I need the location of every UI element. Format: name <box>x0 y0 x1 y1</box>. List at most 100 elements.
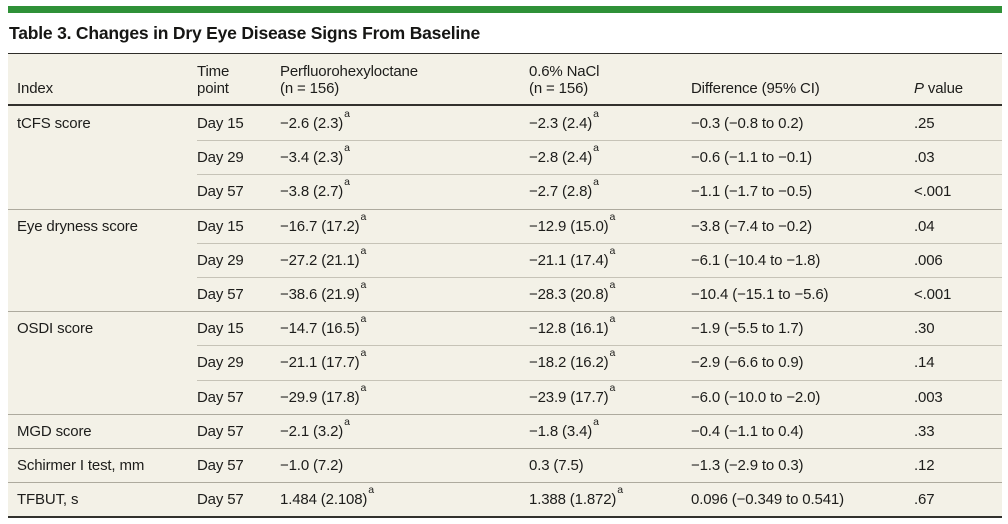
cell-nacl-value: −2.3 (2.4)a <box>529 107 599 132</box>
table-row-schirmer-day57: Schirmer I test, mm Day 57 −1.0 (7.2) 0.… <box>8 447 1002 482</box>
cell-difference: −0.6 (−1.1 to −0.1) <box>691 140 914 174</box>
footnote-marker: a <box>360 347 367 360</box>
cell-pfho-value: −2.1 (3.2)a <box>280 415 350 440</box>
cell-p-value: .03 <box>914 140 1002 174</box>
cell-index <box>8 174 197 208</box>
cell-time-point: Day 29 <box>197 242 280 277</box>
header-difference: Difference (95% CI) <box>691 79 820 97</box>
footnote-marker: a <box>344 176 350 189</box>
footnote-marker: a <box>360 381 367 394</box>
table-row-tcfs-day15: tCFS score Day 15 −2.6 (2.3)a −2.3 (2.4)… <box>8 106 1002 140</box>
cell-p-value: .006 <box>914 242 1002 277</box>
cell-difference: 0.096 (−0.349 to 0.541) <box>691 491 844 509</box>
cell-nacl-value: 0.3 (7.5) <box>529 456 584 474</box>
footnote-marker: a <box>344 142 350 155</box>
cell-time-point: Day 57 <box>197 174 280 208</box>
cell-difference: −0.4 (−1.1 to 0.4) <box>691 422 804 440</box>
footnote-marker: a <box>360 210 367 223</box>
cell-difference: −2.9 (−6.6 to 0.9) <box>691 345 914 379</box>
cell-p-value: .12 <box>914 456 935 474</box>
footnote-marker: a <box>609 244 616 257</box>
footnote-marker: a <box>609 347 616 360</box>
header-index: Index <box>17 79 53 97</box>
cell-pfho-value: −29.9 (17.8)a <box>280 379 529 414</box>
cell-index <box>8 380 197 414</box>
cell-pfho-value: −3.8 (2.7)a <box>280 174 529 208</box>
table-row-tcfs-day29: Day 29 −3.4 (2.3)a −2.8 (2.4)a −0.6 (−1.… <box>8 140 1002 174</box>
table-row-osdi-day15: OSDI score Day 15 −14.7 (16.5)a −12.8 (1… <box>8 311 1002 345</box>
cell-nacl-value: −2.8 (2.4)a <box>529 140 691 174</box>
cell-nacl-value: 1.388 (1.872)a <box>529 484 623 509</box>
footnote-marker: a <box>609 313 616 326</box>
cell-nacl-value: −12.9 (15.0)a <box>529 210 616 235</box>
cell-pfho-value: −14.7 (16.5)a <box>280 313 367 338</box>
footnote-marker: a <box>360 313 367 326</box>
cell-p-value: .003 <box>914 379 1002 414</box>
cell-pfho-value: −21.1 (17.7)a <box>280 345 529 379</box>
footnote-marker: a <box>593 176 599 189</box>
footnote-marker: a <box>360 244 367 257</box>
cell-index <box>8 345 197 379</box>
header-p-value: P value <box>914 79 963 97</box>
footnote-marker: a <box>344 107 350 120</box>
cell-pfho-value: −16.7 (17.2)a <box>280 210 367 235</box>
cell-time-point: Day 15 <box>197 320 244 338</box>
table-row-tfbut-day57: TFBUT, s Day 57 1.484 (2.108)a 1.388 (1.… <box>8 482 1002 516</box>
cell-nacl-value: −1.8 (3.4)a <box>529 415 599 440</box>
cell-time-point: Day 57 <box>197 276 280 311</box>
cell-nacl-value: −28.3 (20.8)a <box>529 276 691 311</box>
cell-difference: −1.3 (−2.9 to 0.3) <box>691 456 804 474</box>
footnote-marker: a <box>617 484 623 497</box>
table-row-osdi-day29: Day 29 −21.1 (17.7)a −18.2 (16.2)a −2.9 … <box>8 345 1002 379</box>
cell-p-value: .67 <box>914 491 935 509</box>
cell-time-point: Day 15 <box>197 114 244 132</box>
footnote-marker: a <box>360 279 367 292</box>
cell-nacl-value: −18.2 (16.2)a <box>529 345 691 379</box>
cell-difference: −10.4 (−15.1 to −5.6) <box>691 276 914 311</box>
cell-time-point: Day 29 <box>197 345 280 379</box>
table-row-dryness-day57: Day 57 −38.6 (21.9)a −28.3 (20.8)a −10.4… <box>8 276 1002 311</box>
cell-time-point: Day 29 <box>197 140 280 174</box>
cell-nacl-value: −12.8 (16.1)a <box>529 313 616 338</box>
cell-pfho-value: −3.4 (2.3)a <box>280 140 529 174</box>
cell-nacl-value: −23.9 (17.7)a <box>529 379 691 414</box>
dry-eye-signs-table: Index Time point Perfluorohexyloctane (n … <box>8 53 1002 519</box>
header-time-point: Time point <box>197 62 230 97</box>
table-body: tCFS score Day 15 −2.6 (2.3)a −2.3 (2.4)… <box>8 106 1002 519</box>
cell-difference: −6.1 (−10.4 to −1.8) <box>691 242 914 277</box>
table-row-tcfs-day57: Day 57 −3.8 (2.7)a −2.7 (2.8)a −1.1 (−1.… <box>8 174 1002 208</box>
footnote-marker: a <box>593 415 599 428</box>
cell-index: MGD score <box>17 422 92 440</box>
cell-pfho-value: −27.2 (21.1)a <box>280 242 529 277</box>
cell-nacl-value: −2.7 (2.8)a <box>529 174 691 208</box>
cell-pfho-value: −2.6 (2.3)a <box>280 107 350 132</box>
cell-p-value: .25 <box>914 114 935 132</box>
cell-difference: −0.3 (−0.8 to 0.2) <box>691 114 804 132</box>
cell-p-value: .30 <box>914 320 935 338</box>
table-header-row: Index Time point Perfluorohexyloctane (n … <box>8 54 1002 106</box>
table-row-dryness-day29: Day 29 −27.2 (21.1)a −21.1 (17.4)a −6.1 … <box>8 242 1002 277</box>
table-row-dryness-day15: Eye dryness score Day 15 −16.7 (17.2)a −… <box>8 208 1002 243</box>
cell-pfho-value: −1.0 (7.2) <box>280 456 344 474</box>
cell-time-point: Day 57 <box>197 379 280 414</box>
cell-index: tCFS score <box>17 114 91 132</box>
cell-time-point: Day 15 <box>197 217 244 235</box>
cell-index <box>8 277 197 311</box>
cell-p-value: <.001 <box>914 276 1002 311</box>
footnote-marker: a <box>609 381 616 394</box>
cell-nacl-value: −21.1 (17.4)a <box>529 242 691 277</box>
cell-p-value: .04 <box>914 217 935 235</box>
footnote-marker: a <box>609 210 616 223</box>
footnote-marker: a <box>593 107 599 120</box>
cell-p-value: <.001 <box>914 174 1002 208</box>
cell-difference: −1.9 (−5.5 to 1.7) <box>691 320 804 338</box>
header-nacl: 0.6% NaCl (n = 156) <box>529 62 600 97</box>
table-row-mgd-day57: MGD score Day 57 −2.1 (3.2)a −1.8 (3.4)a… <box>8 413 1002 448</box>
table-title: Table 3. Changes in Dry Eye Disease Sign… <box>9 23 481 43</box>
cell-difference: −3.8 (−7.4 to −0.2) <box>691 217 812 235</box>
footnote-marker: a <box>593 142 599 155</box>
footnote-marker: a <box>344 415 350 428</box>
cell-index: Eye dryness score <box>17 217 138 235</box>
cell-index <box>8 243 197 277</box>
